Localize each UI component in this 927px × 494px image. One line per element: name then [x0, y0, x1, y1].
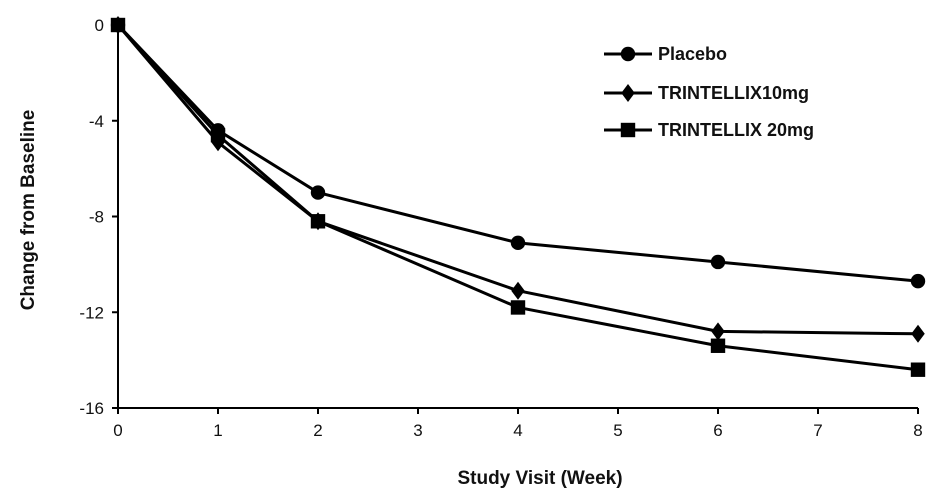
x-tick-label: 6	[713, 421, 722, 440]
data-point	[910, 362, 926, 377]
legend-marker	[620, 122, 636, 138]
x-tick-label: 0	[113, 421, 122, 440]
series-line	[116, 24, 919, 336]
data-point	[310, 185, 326, 200]
y-tick-label: 0	[95, 16, 104, 35]
data-point	[910, 273, 926, 289]
data-point	[710, 254, 726, 270]
tick-labels: 0 -4 -8 -12 -16 0 1 2 3 4 5 6 7 8	[79, 16, 922, 440]
data-point	[711, 322, 725, 341]
series-3	[110, 17, 926, 377]
data-point	[210, 127, 226, 143]
legend-item: TRINTELLIX10mg	[604, 83, 809, 103]
x-tick-label: 7	[813, 421, 822, 440]
legend-item: TRINTELLIX 20mg	[604, 120, 814, 140]
data-point	[310, 214, 326, 229]
x-tick-label: 8	[913, 421, 922, 440]
axes	[112, 21, 919, 414]
x-tick-label: 1	[213, 421, 222, 440]
series-line	[116, 23, 919, 372]
data-point	[110, 17, 126, 33]
legend-label: Placebo	[658, 44, 727, 64]
y-tick-label: -8	[89, 208, 104, 227]
data-point	[911, 324, 925, 343]
series-line	[116, 23, 919, 283]
y-tick-label: -12	[79, 303, 104, 322]
y-tick-label: -4	[89, 112, 104, 131]
data-point	[510, 300, 526, 315]
legend-label: TRINTELLIX 20mg	[658, 120, 814, 140]
data-point	[511, 281, 525, 300]
y-axis-title: Change from Baseline	[18, 110, 39, 311]
legend-label: TRINTELLIX10mg	[658, 83, 809, 103]
y-tick-label: -16	[79, 399, 104, 418]
x-tick-label: 4	[513, 421, 522, 440]
legend-item: Placebo	[604, 44, 727, 64]
x-tick-label: 5	[613, 421, 622, 440]
data-point	[710, 338, 726, 353]
legend: Placebo TRINTELLIX10mg TRINTELLIX 20mg	[604, 44, 814, 140]
legend-marker	[620, 46, 636, 62]
series-2	[111, 16, 925, 343]
series-group	[110, 16, 926, 377]
x-axis-title: Study Visit (Week)	[457, 468, 622, 489]
x-tick-label: 3	[413, 421, 422, 440]
legend-marker	[621, 84, 635, 102]
data-point	[510, 235, 526, 251]
x-tick-label: 2	[313, 421, 322, 440]
